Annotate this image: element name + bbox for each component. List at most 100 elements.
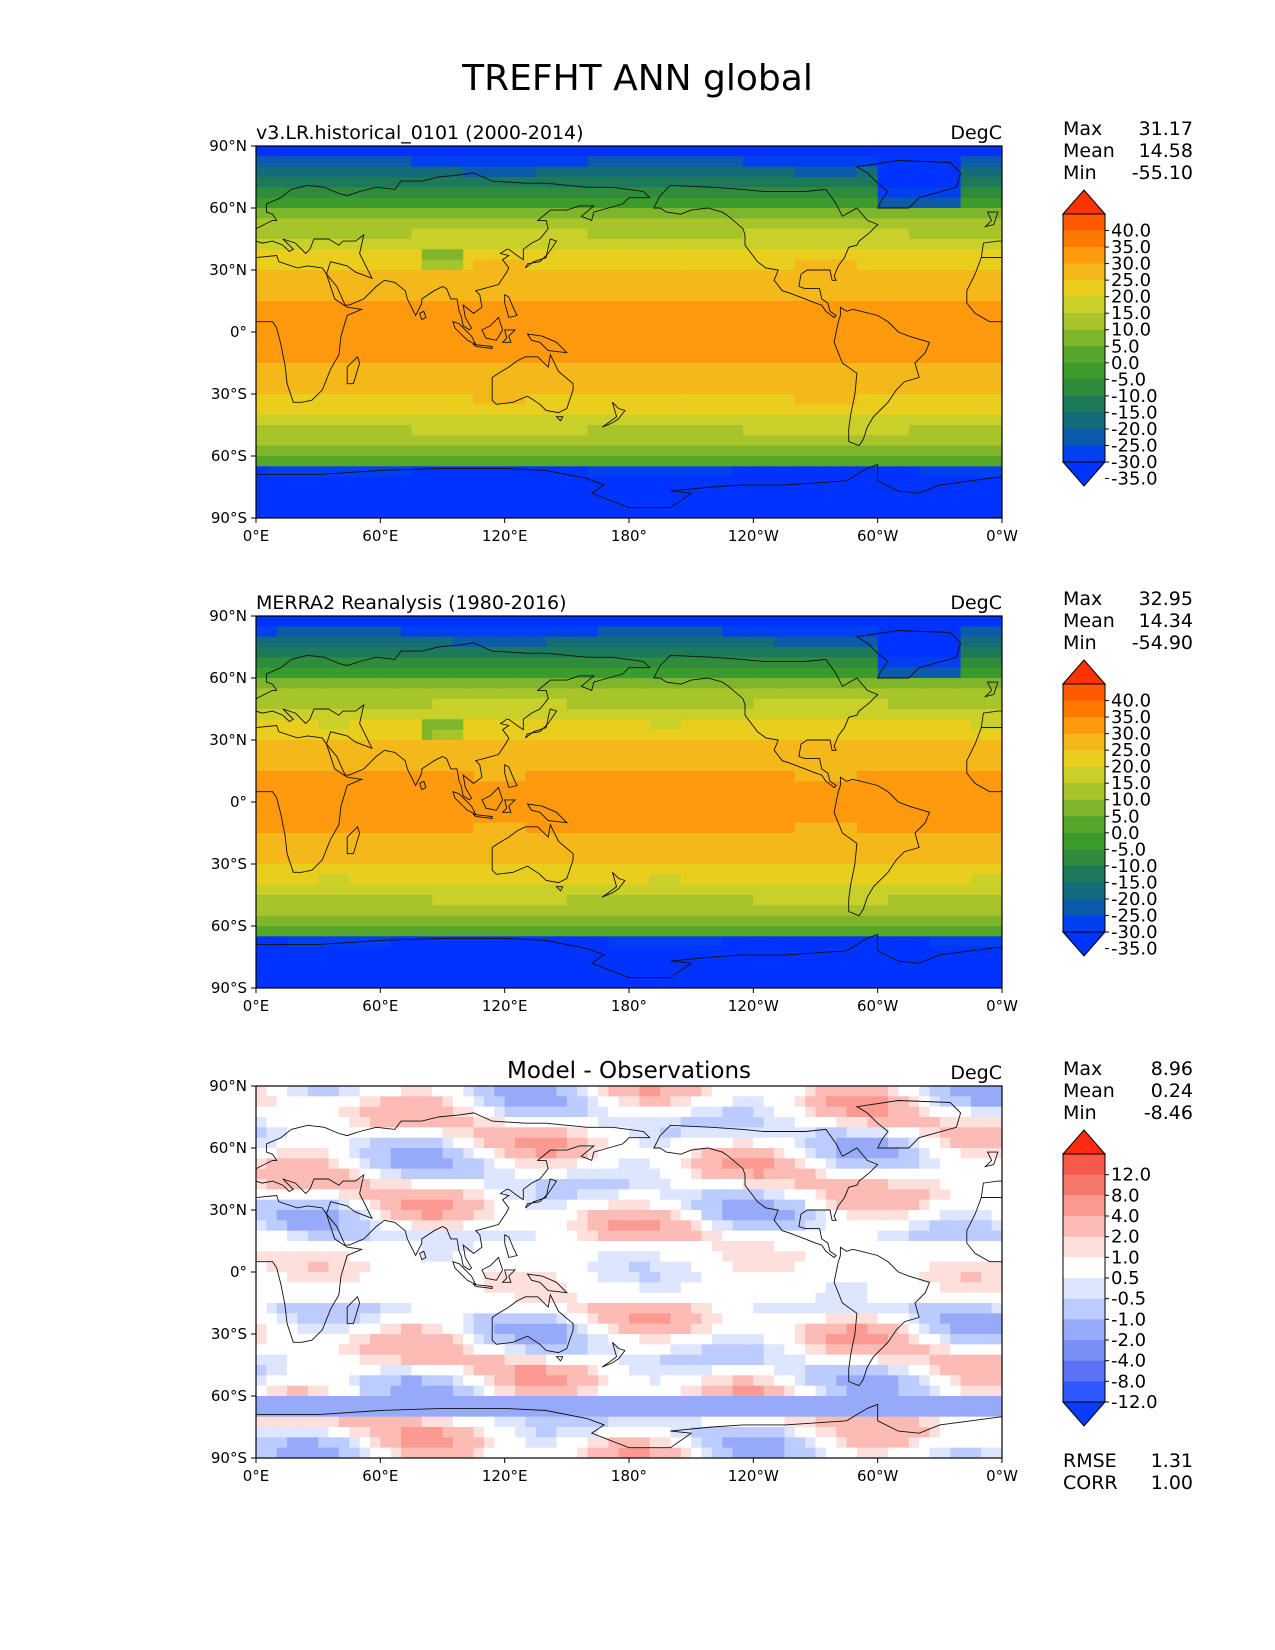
field-cell <box>753 853 765 865</box>
field-cell <box>587 864 599 875</box>
field-cell <box>846 332 858 343</box>
field-cell <box>660 177 672 188</box>
field-cell <box>256 290 267 302</box>
field-cell <box>753 146 765 157</box>
field-cell <box>359 874 371 886</box>
field-cell <box>929 636 941 648</box>
field-cell <box>639 802 651 813</box>
field-cell <box>763 425 775 436</box>
field-cell <box>287 791 299 803</box>
field-cell <box>846 456 858 467</box>
field-cell <box>504 383 516 395</box>
field-cell <box>701 228 713 240</box>
field-cell <box>452 709 464 720</box>
field-cell <box>836 688 848 700</box>
field-cell <box>401 719 413 731</box>
field-cell <box>338 373 350 385</box>
field-cell <box>836 414 848 426</box>
field-cell <box>452 280 464 292</box>
field-cell <box>898 843 910 855</box>
field-cell <box>680 843 692 855</box>
field-cell <box>711 239 723 250</box>
field-cell <box>908 822 920 834</box>
colorbar: 40.035.030.025.020.015.010.05.00.0-5.0-1… <box>1061 189 1158 490</box>
field-cell <box>753 425 765 436</box>
field-cell <box>950 425 962 436</box>
field-cell <box>763 342 775 354</box>
field-cell <box>546 895 558 906</box>
field-cell <box>401 197 413 209</box>
field-cell <box>452 667 464 679</box>
field-cell <box>338 363 350 374</box>
field-cell <box>494 698 506 710</box>
field-cell <box>483 456 495 467</box>
field-cell <box>950 895 962 906</box>
field-cell <box>546 414 558 426</box>
field-cell <box>442 373 454 385</box>
field-cell <box>856 843 868 855</box>
field-cell <box>494 812 506 824</box>
field-cell <box>898 280 910 292</box>
field-cell <box>421 497 433 509</box>
field-cell <box>535 729 547 741</box>
field-cell <box>421 166 433 178</box>
field-cell <box>805 647 817 658</box>
field-cell <box>784 698 796 710</box>
field-cell <box>836 301 848 312</box>
field-cell <box>970 218 982 230</box>
field-cell <box>452 177 464 188</box>
field-cell <box>390 616 402 627</box>
field-cell <box>856 667 868 679</box>
field-cell <box>950 812 962 824</box>
field-cell <box>411 833 423 844</box>
field-cell <box>411 812 423 824</box>
field-cell <box>411 864 423 875</box>
field-cell <box>805 218 817 230</box>
field-cell <box>328 812 340 824</box>
field-cell <box>421 905 433 917</box>
field-cell <box>618 476 630 488</box>
field-cell <box>411 657 423 669</box>
field-cell <box>504 771 516 782</box>
field-cell <box>287 936 299 948</box>
field-cell <box>566 926 578 937</box>
field-cell <box>691 719 703 731</box>
field-cell <box>732 425 744 436</box>
field-cell <box>608 895 620 906</box>
field-cell <box>805 626 817 638</box>
field-cell <box>494 414 506 426</box>
field-cell <box>256 843 267 855</box>
field-cell <box>338 853 350 865</box>
field-cell <box>711 249 723 261</box>
field-cell <box>660 249 672 261</box>
field-cell <box>618 290 630 302</box>
field-cell <box>390 771 402 782</box>
field-cell <box>960 373 972 385</box>
field-cell <box>266 311 278 323</box>
field-cell <box>608 394 620 405</box>
field-cell <box>473 719 485 731</box>
field-cell <box>494 373 506 385</box>
field-cell <box>877 280 889 292</box>
field-cell <box>701 667 713 679</box>
field-cell <box>276 435 288 447</box>
field-cell <box>318 884 330 896</box>
field-cell <box>525 301 537 312</box>
field-cell <box>888 290 899 302</box>
field-cell <box>960 853 972 865</box>
field-cell <box>670 812 682 824</box>
field-cell <box>276 456 288 467</box>
field-cell <box>970 290 982 302</box>
field-cell <box>411 445 423 457</box>
field-cell <box>608 781 620 793</box>
field-cell <box>546 404 558 416</box>
field-cell <box>629 729 640 741</box>
lon-tick-label: 0°W <box>986 527 1018 545</box>
field-cell <box>597 425 609 436</box>
field-cell <box>805 146 817 157</box>
field-cell <box>338 497 350 509</box>
field-cell <box>380 249 392 261</box>
field-cell <box>825 864 837 875</box>
field-cell <box>742 895 754 906</box>
field-cell <box>608 616 620 627</box>
